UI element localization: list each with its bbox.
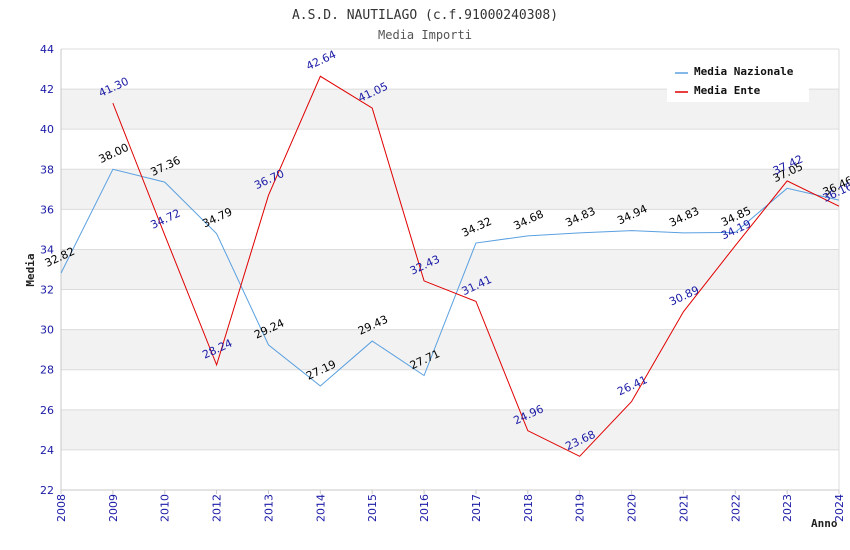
y-tick-label: 36 [40, 203, 54, 216]
legend-label-media-nazionale: Media Nazionale [694, 65, 794, 78]
data-label: 42.64 [304, 48, 338, 73]
grid-band [61, 169, 839, 210]
series-line-media-nazionale [60, 168, 840, 387]
grid-band [61, 249, 839, 290]
series-line-media-ente [112, 75, 840, 457]
grid-bands [61, 89, 839, 450]
y-tick-label: 26 [40, 404, 54, 417]
y-tick-label: 38 [40, 163, 54, 176]
y-tick-label: 42 [40, 83, 54, 96]
legend-box [667, 58, 809, 102]
y-tick-label: 44 [40, 43, 54, 56]
y-tick-label: 22 [40, 484, 54, 497]
data-label: 38.00 [97, 141, 131, 166]
y-tick-label: 32 [40, 284, 54, 297]
chart-subtitle: Media Importi [378, 28, 472, 42]
axes [60, 49, 839, 491]
grid-band [61, 329, 839, 370]
y-axis-label: Media [24, 253, 37, 286]
x-axis-label: Anno [811, 517, 838, 530]
y-tick-label: 24 [40, 444, 54, 457]
data-label: 26.41 [615, 373, 649, 398]
chart-title: A.S.D. NAUTILAGO (c.f.91000240308) [292, 8, 558, 23]
grid-band [61, 409, 839, 450]
data-label: 34.72 [149, 207, 183, 232]
x-tick-label: 2018 [522, 494, 535, 522]
x-tick-label: 2009 [107, 494, 120, 522]
x-axis-ticks: 2008 2009 2010 2012 2013 2014 2015 2016 2017 2018… [55, 490, 846, 522]
x-tick-label: 2023 [781, 494, 794, 522]
x-tick-label: 2008 [55, 494, 68, 522]
x-tick-label: 2021 [677, 494, 690, 522]
x-tick-label: 2013 [262, 494, 275, 522]
data-label: 34.68 [512, 207, 546, 232]
data-label: 34.32 [460, 215, 494, 240]
y-tick-label: 30 [40, 324, 54, 337]
x-tick-label: 2012 [211, 494, 224, 522]
y-tick-label: 40 [40, 123, 54, 136]
y-tick-label: 34 [40, 243, 54, 256]
x-tick-label: 2015 [366, 494, 379, 522]
y-axis-ticks: 22 24 26 28 30 32 34 36 38 40 42 44 [40, 43, 54, 497]
series-lines [60, 75, 840, 457]
x-tick-label: 2016 [418, 494, 431, 522]
x-tick-label: 2024 [833, 494, 846, 522]
x-tick-label: 2017 [470, 494, 483, 522]
y-tick-label: 28 [40, 364, 54, 377]
x-tick-label: 2022 [729, 494, 742, 522]
x-tick-label: 2019 [574, 494, 587, 522]
legend-label-media-ente: Media Ente [694, 84, 761, 97]
x-tick-label: 2014 [314, 494, 327, 522]
x-tick-label: 2010 [159, 494, 172, 522]
legend: Media Nazionale Media Ente [667, 58, 809, 102]
x-tick-label: 2020 [626, 494, 639, 522]
